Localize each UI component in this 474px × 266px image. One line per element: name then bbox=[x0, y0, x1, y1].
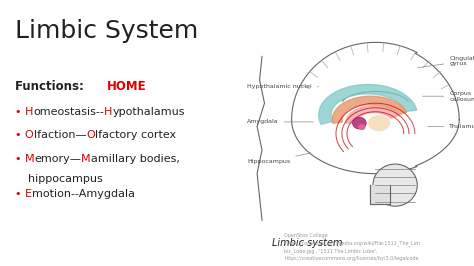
Text: lfactory cortex: lfactory cortex bbox=[95, 130, 176, 140]
Text: emory—: emory— bbox=[35, 154, 81, 164]
Text: H: H bbox=[25, 107, 33, 117]
Ellipse shape bbox=[368, 115, 390, 131]
Text: Amygdala: Amygdala bbox=[247, 119, 313, 124]
Text: ypothalamus: ypothalamus bbox=[112, 107, 185, 117]
Text: Corpus
callosum: Corpus callosum bbox=[422, 91, 474, 102]
Text: OpenStax College
https://commons.wikimedia.org/wiki/File:1511_The_Lim
bic_Lobe.j: OpenStax College https://commons.wikimed… bbox=[284, 233, 420, 261]
Text: hippocampus: hippocampus bbox=[28, 174, 103, 184]
Text: Cingulate
gyrus: Cingulate gyrus bbox=[418, 56, 474, 68]
Text: M: M bbox=[81, 154, 91, 164]
Text: motion--Amygdala: motion--Amygdala bbox=[32, 189, 135, 199]
Text: H: H bbox=[104, 107, 112, 117]
Text: omeostasis--: omeostasis-- bbox=[33, 107, 104, 117]
Polygon shape bbox=[292, 42, 459, 174]
Text: Hypothalamic nuclei: Hypothalamic nuclei bbox=[247, 84, 319, 89]
Text: E: E bbox=[25, 189, 32, 199]
Text: M: M bbox=[25, 154, 35, 164]
Text: Limbic System: Limbic System bbox=[15, 19, 198, 43]
Text: O: O bbox=[25, 130, 34, 140]
Polygon shape bbox=[319, 85, 417, 124]
Text: Hippocampus: Hippocampus bbox=[247, 153, 311, 164]
Ellipse shape bbox=[373, 164, 417, 206]
Text: Functions:: Functions: bbox=[15, 80, 88, 93]
Text: HOME: HOME bbox=[107, 80, 147, 93]
Polygon shape bbox=[332, 96, 407, 123]
Text: O: O bbox=[86, 130, 95, 140]
Text: Thalamus: Thalamus bbox=[428, 124, 474, 129]
Polygon shape bbox=[346, 106, 400, 123]
Text: •: • bbox=[15, 154, 25, 164]
Ellipse shape bbox=[353, 117, 366, 129]
Text: Limbic system: Limbic system bbox=[272, 238, 342, 248]
Text: •: • bbox=[15, 107, 25, 117]
Text: •: • bbox=[15, 130, 25, 140]
Text: amillary bodies,: amillary bodies, bbox=[91, 154, 180, 164]
Text: •: • bbox=[15, 189, 25, 199]
Ellipse shape bbox=[358, 124, 365, 130]
Text: lfaction—: lfaction— bbox=[34, 130, 86, 140]
